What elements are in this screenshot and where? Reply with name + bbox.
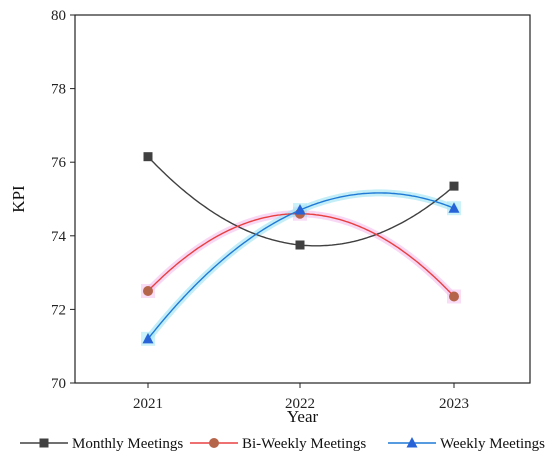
series-markers-layer — [142, 152, 460, 344]
weekly-meetings-point — [294, 204, 306, 215]
y-tick-label: 76 — [51, 155, 67, 171]
y-tick-label: 78 — [51, 82, 66, 98]
monthly-meetings-point — [449, 181, 459, 191]
y-tick-label: 70 — [51, 376, 66, 392]
bi-weekly-meetings-point — [449, 291, 459, 302]
monthly-meetings-point — [143, 152, 153, 162]
y-tick-label: 74 — [51, 229, 67, 245]
weekly-meetings-point — [448, 202, 460, 213]
legend: Monthly Meetings Bi-Weekly Meetings Weekly… — [20, 436, 545, 452]
monthly-meetings-point — [295, 240, 305, 250]
legend-label-bi-weekly-meetings: Bi-Weekly Meetings — [242, 436, 366, 452]
y-axis-title: KPI — [9, 185, 28, 213]
x-tick-label: 2022 — [285, 396, 315, 412]
y-tick-label: 80 — [51, 8, 66, 24]
y-tick-label: 72 — [51, 302, 66, 318]
x-axis-title: Year — [287, 407, 319, 426]
legend-label-weekly-meetings: Weekly Meetings — [440, 436, 545, 452]
plot-frame — [74, 14, 531, 384]
legend-marker-weekly-meetings — [406, 437, 418, 448]
legend-marker-monthly-meetings — [39, 438, 49, 448]
x-tick-label: 2021 — [133, 396, 163, 412]
y-axis: 70 72 74 76 78 80 — [51, 8, 75, 392]
weekly-meetings-point — [142, 332, 154, 344]
legend-label-monthly-meetings: Monthly Meetings — [72, 436, 183, 452]
bi-weekly-meetings-point — [143, 286, 153, 296]
monthly-meetings-line — [147, 156, 455, 247]
legend-marker-bi-weekly-meetings — [209, 438, 219, 448]
x-tick-label: 2023 — [439, 396, 469, 412]
x-axis: 2021 2022 2023 — [133, 383, 469, 412]
